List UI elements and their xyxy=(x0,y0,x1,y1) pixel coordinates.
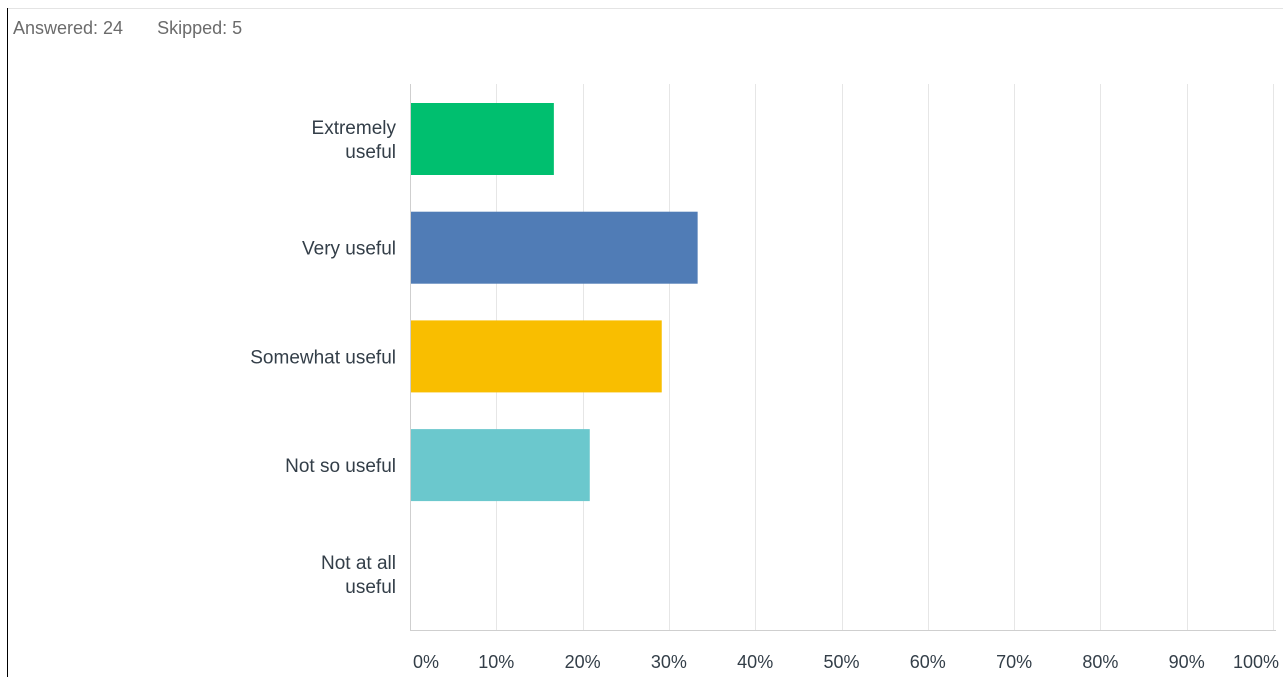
bar[interactable] xyxy=(411,429,590,502)
category-label: Very useful xyxy=(302,239,396,260)
bar[interactable] xyxy=(411,320,662,393)
frame-left-border xyxy=(7,8,8,677)
category-label: Not so useful xyxy=(285,456,396,477)
category-label: Somewhat useful xyxy=(250,347,396,368)
x-tick-label: 30% xyxy=(651,652,687,672)
bar[interactable] xyxy=(411,211,698,284)
x-tick-label: 60% xyxy=(910,652,946,672)
bar[interactable] xyxy=(411,103,554,175)
x-tick-label: 100% xyxy=(1233,652,1279,672)
frame-top-border xyxy=(8,8,1283,9)
category-label: useful xyxy=(345,577,396,598)
x-tick-label: 50% xyxy=(823,652,859,672)
x-tick-label: 20% xyxy=(565,652,601,672)
x-tick-label: 40% xyxy=(737,652,773,672)
category-label: Extremely xyxy=(312,118,397,139)
x-tick-label: 0% xyxy=(413,652,439,672)
category-label: useful xyxy=(345,142,396,163)
x-tick-label: 10% xyxy=(478,652,514,672)
x-tick-label: 70% xyxy=(996,652,1032,672)
x-tick-label: 80% xyxy=(1082,652,1118,672)
x-tick-label: 90% xyxy=(1169,652,1205,672)
answered-count: Answered: 24 xyxy=(13,18,124,38)
skipped-count: Skipped: 5 xyxy=(157,18,243,38)
category-label: Not at all xyxy=(321,553,396,574)
response-summary: Answered: 24 Skipped: 5 xyxy=(13,18,242,39)
